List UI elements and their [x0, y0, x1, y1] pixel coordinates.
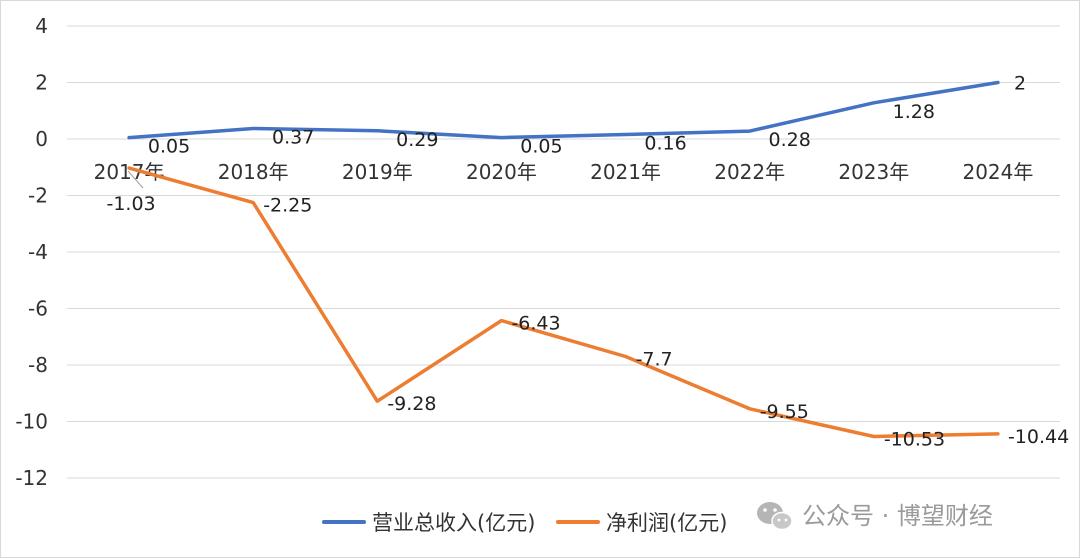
x-tick-label: 2018年 [218, 160, 289, 184]
data-label: 1.28 [893, 101, 935, 123]
data-point [499, 136, 503, 140]
data-point [996, 81, 1000, 84]
y-tick-label: -8 [28, 353, 48, 377]
x-tick-label: 2024年 [962, 160, 1033, 184]
series-line-0 [127, 80, 1000, 140]
y-tick-label: -6 [28, 297, 48, 321]
data-point [624, 132, 628, 136]
data-label: -7.7 [636, 349, 673, 371]
data-point [996, 432, 1000, 436]
data-point [624, 355, 628, 359]
data-label: -1.03 [106, 193, 155, 215]
legend-label: 净利润(亿元) [606, 511, 727, 535]
y-tick-label: -12 [15, 466, 48, 490]
data-label: -10.44 [1008, 426, 1069, 448]
y-tick-label: -10 [15, 410, 48, 434]
data-point [499, 319, 503, 323]
data-label: -2.25 [263, 195, 312, 217]
x-tick-label: 2021年 [590, 160, 661, 184]
watermark-text: 公众号 · 博望财经 [802, 502, 993, 530]
data-label: -6.43 [511, 313, 560, 335]
data-point [251, 201, 255, 205]
data-labels: 0.05 0.37 0.29 0.05 0.16 0.28 1.28 2 -1.03 -2.25 -… [106, 73, 1069, 451]
data-label: 0.05 [520, 136, 562, 158]
data-point [251, 127, 255, 131]
x-tick-label: 2020年 [466, 160, 537, 184]
data-label: 0.29 [396, 129, 438, 151]
x-tick-label: 2023年 [838, 160, 909, 184]
data-label: -10.53 [884, 428, 945, 450]
y-tick-label: 0 [35, 127, 48, 151]
data-label: 0.05 [148, 136, 190, 158]
data-label: 2 [1014, 73, 1026, 95]
data-point [872, 434, 876, 438]
data-point [748, 407, 752, 411]
series-line-1 [127, 166, 1000, 439]
data-label: 0.37 [272, 127, 314, 149]
data-point [375, 399, 379, 403]
y-tick-label: 4 [35, 14, 48, 38]
legend: 营业总收入(亿元) 净利润(亿元) [322, 511, 727, 535]
data-point [872, 101, 876, 105]
y-tick-label: -4 [28, 240, 48, 264]
wechat-icon [757, 502, 793, 531]
label-leader-line [127, 170, 144, 189]
watermark: 公众号 · 博望财经 [757, 502, 993, 531]
y-tick-label: -2 [28, 184, 48, 208]
data-label: -9.28 [387, 393, 436, 415]
y-tick-label: 2 [35, 71, 48, 95]
x-axis: 2017年 2018年 2019年 2020年 2021年 2022年 2023年 2024年 [94, 160, 1034, 184]
y-axis: 4 2 0 -2 -4 -6 -8 -10 -12 [15, 14, 48, 490]
data-point [748, 129, 752, 133]
data-label: -9.55 [760, 401, 809, 423]
data-point [375, 129, 379, 133]
series-lines [127, 80, 1000, 439]
data-label: 0.28 [769, 129, 811, 151]
x-tick-label: 2019年 [342, 160, 413, 184]
x-tick-label: 2022年 [714, 160, 785, 184]
data-point [127, 166, 131, 170]
data-point [127, 136, 131, 140]
data-label: 0.16 [644, 132, 686, 154]
legend-label: 营业总收入(亿元) [372, 511, 535, 535]
